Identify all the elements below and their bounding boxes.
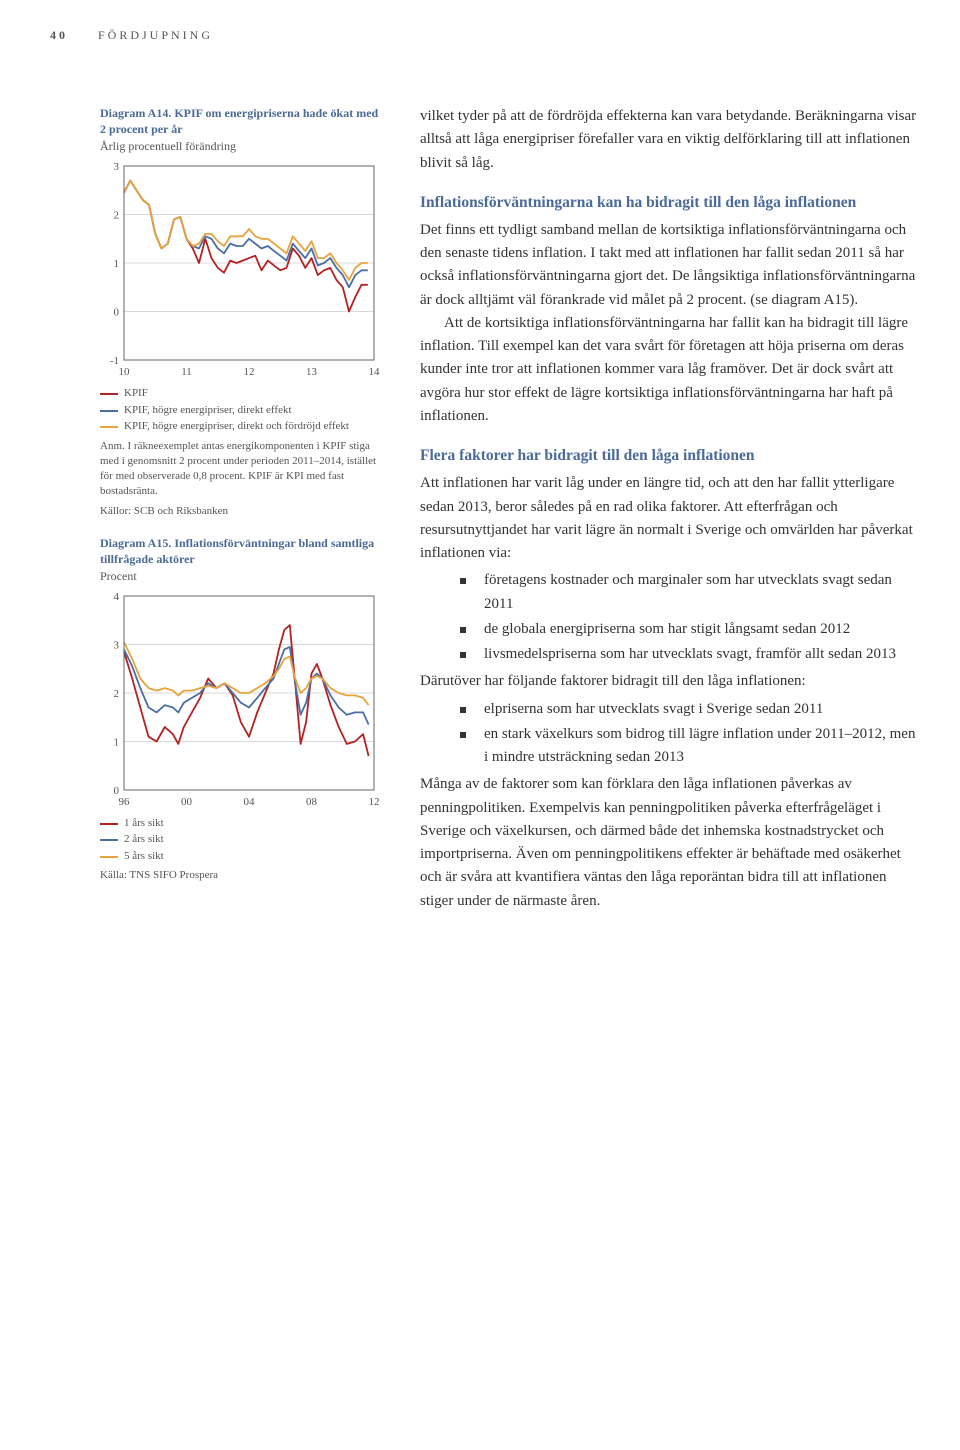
chart-a15: 012349600040812 xyxy=(100,590,380,810)
sidebar-diagrams: Diagram A14. KPIF om energipriserna hade… xyxy=(100,105,380,881)
main-text: vilket tyder på att de fördröjda effekte… xyxy=(420,105,920,913)
svg-text:13: 13 xyxy=(306,366,318,378)
paragraph-2: Att inflationen har varit låg under en l… xyxy=(420,472,920,565)
svg-text:08: 08 xyxy=(306,796,318,808)
legend-swatch xyxy=(100,393,118,395)
section-heading-1: Inflationsförväntningarna kan ha bidragi… xyxy=(420,193,920,213)
svg-text:1: 1 xyxy=(114,737,120,749)
section-heading-2: Flera faktorer har bidragit till den låg… xyxy=(420,446,920,466)
svg-text:14: 14 xyxy=(369,366,381,378)
chart-a14: -101231011121314 xyxy=(100,160,380,380)
paragraph-1b: Att de kortsiktiga inflationsförväntning… xyxy=(420,312,920,428)
bullet-item: de globala energipriserna som har stigit… xyxy=(460,618,920,641)
paragraph-4: Många av de faktorer som kan förklara de… xyxy=(420,773,920,913)
svg-text:11: 11 xyxy=(181,366,192,378)
paragraph-3: Därutöver har följande faktorer bidragit… xyxy=(420,670,920,693)
svg-text:12: 12 xyxy=(244,366,255,378)
legend-item: KPIF xyxy=(100,386,380,400)
legend-label: 5 års sikt xyxy=(124,849,164,863)
legend-label: KPIF, högre energipriser, direkt och för… xyxy=(124,419,349,433)
chart-a14-title: Diagram A14. KPIF om energipriserna hade… xyxy=(100,105,380,137)
chart-a15-legend: 1 års sikt 2 års sikt 5 års sikt xyxy=(100,816,380,863)
svg-text:2: 2 xyxy=(114,688,120,700)
legend-item: KPIF, högre energipriser, direkt effekt xyxy=(100,403,380,417)
svg-text:4: 4 xyxy=(114,591,120,603)
paragraph-1: Det finns ett tydligt samband mellan de … xyxy=(420,219,920,312)
legend-swatch xyxy=(100,823,118,825)
bullet-list-1: företagens kostnader och marginaler som … xyxy=(460,569,920,666)
legend-item: 1 års sikt xyxy=(100,816,380,830)
svg-text:3: 3 xyxy=(114,161,120,173)
svg-text:10: 10 xyxy=(119,366,131,378)
svg-text:04: 04 xyxy=(244,796,256,808)
intro-paragraph: vilket tyder på att de fördröjda effekte… xyxy=(420,105,920,175)
chart-a14-source: Källor: SCB och Riksbanken xyxy=(100,505,380,517)
chart-a15-title: Diagram A15. Inflationsförväntningar bla… xyxy=(100,535,380,567)
legend-swatch xyxy=(100,410,118,412)
legend-swatch xyxy=(100,839,118,841)
legend-label: KPIF, högre energipriser, direkt effekt xyxy=(124,403,292,417)
bullet-item: elpriserna som har utvecklats svagt i Sv… xyxy=(460,698,920,721)
bullet-item: en stark växelkurs som bidrog till lägre… xyxy=(460,723,920,770)
legend-item: 2 års sikt xyxy=(100,832,380,846)
page-header: 40 FÖRDJUPNING xyxy=(50,28,213,43)
chart-a14-note: Anm. I räkneexemplet antas energikompone… xyxy=(100,439,380,498)
legend-item: 5 års sikt xyxy=(100,849,380,863)
legend-label: 2 års sikt xyxy=(124,832,164,846)
bullet-item: företagens kostnader och marginaler som … xyxy=(460,569,920,616)
section-label: FÖRDJUPNING xyxy=(98,28,213,42)
legend-label: 1 års sikt xyxy=(124,816,164,830)
legend-label: KPIF xyxy=(124,386,148,400)
bullet-list-2: elpriserna som har utvecklats svagt i Sv… xyxy=(460,698,920,770)
legend-item: KPIF, högre energipriser, direkt och för… xyxy=(100,419,380,433)
svg-text:00: 00 xyxy=(181,796,193,808)
chart-a14-legend: KPIF KPIF, högre energipriser, direkt eff… xyxy=(100,386,380,433)
svg-text:96: 96 xyxy=(119,796,131,808)
svg-text:1: 1 xyxy=(114,258,120,270)
chart-a14-subtitle: Årlig procentuell förändring xyxy=(100,139,380,154)
svg-text:12: 12 xyxy=(369,796,380,808)
svg-text:2: 2 xyxy=(114,210,120,222)
svg-text:0: 0 xyxy=(114,307,120,319)
svg-text:3: 3 xyxy=(114,640,120,652)
legend-swatch xyxy=(100,426,118,428)
legend-swatch xyxy=(100,856,118,858)
bullet-item: livsmedelspriserna som har utvecklats sv… xyxy=(460,643,920,666)
chart-a15-source: Källa: TNS SIFO Prospera xyxy=(100,869,380,881)
page-number: 40 xyxy=(50,28,68,42)
chart-a15-subtitle: Procent xyxy=(100,569,380,584)
